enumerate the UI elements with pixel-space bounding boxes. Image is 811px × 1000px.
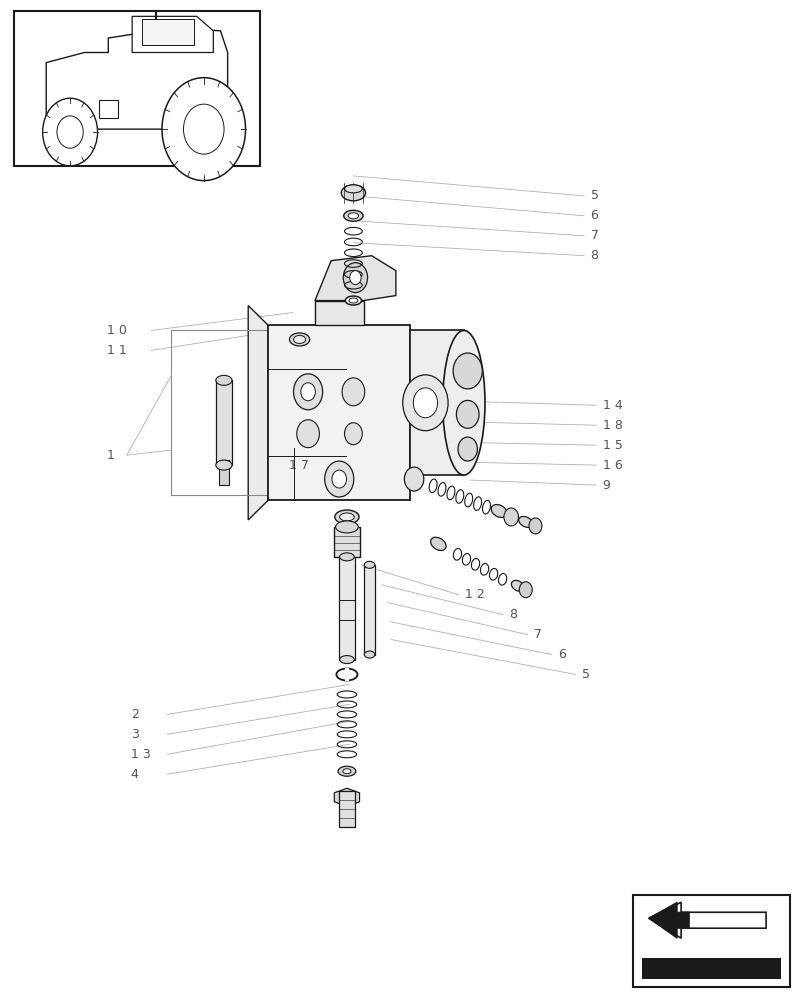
Circle shape [343, 263, 367, 293]
Polygon shape [132, 16, 213, 52]
Ellipse shape [442, 330, 484, 475]
Ellipse shape [511, 580, 523, 591]
Bar [632, 895, 789, 987]
Ellipse shape [337, 766, 355, 776]
Bar [345, 668, 348, 681]
Text: 6: 6 [590, 209, 598, 222]
Ellipse shape [364, 651, 375, 658]
Ellipse shape [342, 769, 350, 774]
Text: 1 6: 1 6 [602, 459, 621, 472]
Circle shape [344, 423, 362, 445]
Text: 1: 1 [106, 449, 114, 462]
Text: 1 0: 1 0 [106, 324, 127, 337]
Ellipse shape [345, 296, 361, 305]
Circle shape [404, 467, 423, 491]
Polygon shape [315, 256, 396, 301]
Polygon shape [648, 902, 689, 938]
Polygon shape [46, 28, 227, 129]
Ellipse shape [335, 521, 358, 533]
Circle shape [453, 353, 482, 389]
Ellipse shape [339, 656, 354, 664]
Circle shape [519, 582, 531, 598]
Circle shape [341, 378, 364, 406]
Ellipse shape [344, 185, 362, 193]
Ellipse shape [216, 375, 232, 385]
Text: 1 1: 1 1 [106, 344, 127, 357]
Ellipse shape [348, 213, 358, 219]
Bar [363, 565, 375, 655]
Ellipse shape [430, 537, 445, 551]
Bar [99, 100, 118, 118]
Ellipse shape [334, 510, 358, 524]
Text: 1 2: 1 2 [465, 588, 484, 601]
Ellipse shape [216, 460, 232, 470]
Bar [315, 301, 363, 325]
Text: 6: 6 [557, 648, 565, 661]
Circle shape [402, 375, 448, 431]
Circle shape [183, 104, 224, 154]
Bar [338, 791, 354, 827]
Circle shape [457, 437, 477, 461]
Text: 3: 3 [131, 728, 139, 741]
Circle shape [456, 400, 478, 428]
Ellipse shape [491, 504, 506, 517]
Circle shape [504, 508, 518, 526]
Text: 1 4: 1 4 [602, 399, 621, 412]
Ellipse shape [339, 513, 354, 521]
Text: 1 7: 1 7 [288, 459, 308, 472]
Ellipse shape [339, 553, 354, 561]
Bar [642, 958, 779, 979]
Circle shape [162, 78, 245, 181]
Text: 8: 8 [509, 608, 517, 621]
Ellipse shape [343, 210, 363, 221]
Text: 4: 4 [131, 768, 139, 781]
Polygon shape [334, 788, 359, 806]
Ellipse shape [293, 335, 305, 343]
Text: 1 5: 1 5 [602, 439, 622, 452]
Circle shape [300, 383, 315, 401]
Ellipse shape [289, 333, 309, 346]
Ellipse shape [518, 516, 532, 527]
Text: 9: 9 [602, 479, 610, 492]
Text: 7: 7 [590, 229, 598, 242]
Bar [410, 330, 463, 475]
Ellipse shape [349, 298, 358, 303]
Bar [268, 325, 410, 500]
Bar [338, 557, 354, 660]
Bar [216, 380, 232, 465]
Circle shape [43, 98, 97, 166]
Circle shape [332, 470, 346, 488]
Polygon shape [248, 306, 268, 520]
Text: 8: 8 [590, 249, 598, 262]
Circle shape [293, 374, 322, 410]
Circle shape [413, 388, 437, 418]
Bar [333, 527, 359, 557]
Text: 5: 5 [581, 668, 590, 681]
Text: 5: 5 [590, 189, 598, 202]
Text: 1 3: 1 3 [131, 748, 150, 761]
Circle shape [296, 420, 319, 448]
Text: 2: 2 [131, 708, 139, 721]
Bar [219, 460, 229, 485]
Polygon shape [648, 902, 765, 938]
Text: 1 8: 1 8 [602, 419, 622, 432]
Circle shape [324, 461, 354, 497]
Circle shape [528, 518, 541, 534]
Circle shape [57, 116, 83, 148]
Bar [142, 19, 194, 45]
Ellipse shape [364, 561, 375, 568]
Circle shape [350, 271, 361, 285]
Ellipse shape [341, 185, 365, 201]
Text: 7: 7 [533, 628, 541, 641]
Bar [14, 11, 260, 166]
